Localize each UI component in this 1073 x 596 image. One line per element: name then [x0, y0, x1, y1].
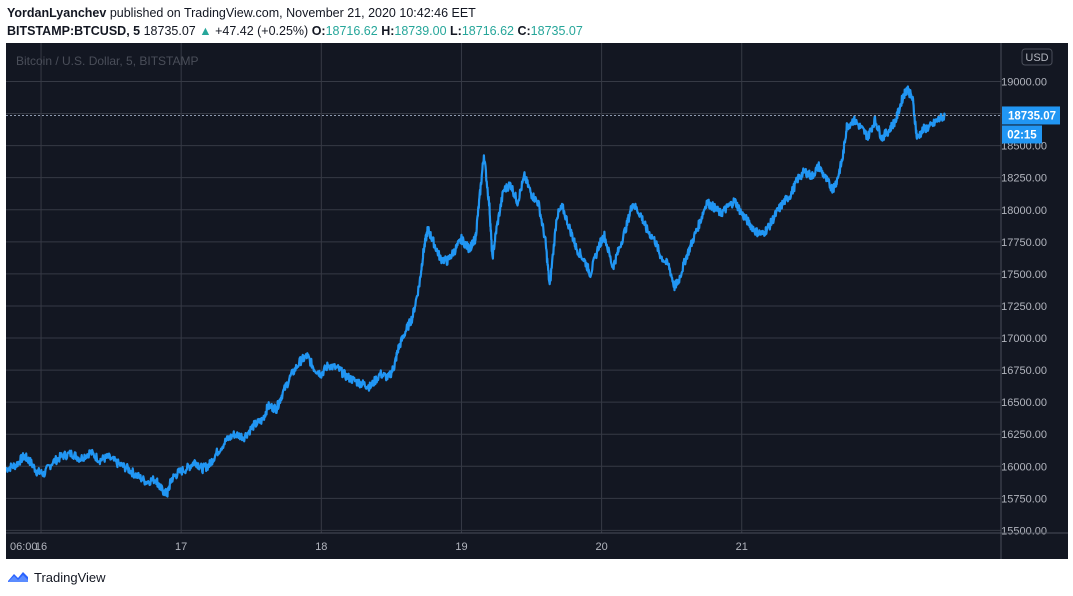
y-tick-label: 17250.00 — [1001, 301, 1047, 313]
y-tick-label: 17000.00 — [1001, 333, 1047, 345]
close-value: 18735.07 — [530, 24, 583, 38]
currency-label: USD — [1025, 52, 1048, 64]
grid-layer — [6, 43, 1001, 533]
last-price-tag-bg — [1002, 106, 1060, 125]
price-change: +47.42 (+0.25%) — [215, 24, 309, 38]
x-tick-label: 18 — [315, 541, 327, 553]
countdown-tag-bg — [1002, 125, 1042, 144]
y-tick-label: 16250.00 — [1001, 429, 1047, 441]
close-label: C: — [517, 24, 531, 38]
y-tick-label: 18000.00 — [1001, 205, 1047, 217]
y-tick-label: 19000.00 — [1001, 76, 1047, 88]
footer-brand[interactable]: TradingView — [7, 566, 106, 588]
y-tick-label: 16750.00 — [1001, 365, 1047, 377]
x-tick-label: 17 — [175, 541, 187, 553]
high-value: 18739.00 — [394, 24, 447, 38]
low-label: L: — [450, 24, 462, 38]
footer-brand-label: TradingView — [34, 569, 106, 585]
last-price-tag: 18735.07 02:15 — [1002, 106, 1060, 144]
chart-header: YordanLyanchev published on TradingView.… — [7, 4, 1067, 40]
open-value: 18716.62 — [325, 24, 378, 38]
tradingview-logo-icon — [8, 572, 28, 582]
countdown-label: 02:15 — [1007, 129, 1037, 141]
y-tick-label: 16000.00 — [1001, 461, 1047, 473]
y-tick-label: 16500.00 — [1001, 397, 1047, 409]
symbol-label: BITSTAMP:BTCUSD, 5 — [7, 24, 141, 38]
price-series-line — [6, 85, 946, 498]
chart-title-watermark: Bitcoin / U.S. Dollar, 5, BITSTAMP — [16, 54, 199, 68]
chart-canvas[interactable]: Bitcoin / U.S. Dollar, 5, BITSTAMP 15500… — [6, 43, 1068, 559]
publish-info: YordanLyanchev published on TradingView.… — [7, 6, 476, 20]
y-tick-label: 15750.00 — [1001, 493, 1047, 505]
last-price-tag-label: 18735.07 — [1008, 110, 1056, 122]
x-tick-label: 16 — [35, 541, 47, 553]
price-chart[interactable]: Bitcoin / U.S. Dollar, 5, BITSTAMP 15500… — [6, 43, 1068, 559]
last-price: 18735.07 — [143, 24, 196, 38]
low-value: 18716.62 — [461, 24, 514, 38]
x-tick-label: 20 — [595, 541, 607, 553]
y-tick-label: 18250.00 — [1001, 173, 1047, 185]
x-tick-label: 06:00 — [10, 541, 38, 553]
high-label: H: — [381, 24, 395, 38]
y-tick-label: 17500.00 — [1001, 269, 1047, 281]
x-tick-label: 19 — [455, 541, 467, 553]
up-arrow-icon: ▲ — [199, 24, 212, 38]
y-tick-label: 18500.00 — [1001, 141, 1047, 153]
author-name[interactable]: YordanLyanchev — [7, 6, 107, 20]
series-layer — [6, 85, 946, 498]
quote-line: BITSTAMP:BTCUSD, 5 18735.07 ▲ +47.42 (+0… — [7, 24, 583, 38]
axis-layer: 15500.00 15750.00 16000.00 16250.00 16500.00… — [6, 43, 1068, 559]
y-tick-label: 17750.00 — [1001, 237, 1047, 249]
currency-badge[interactable]: USD — [1021, 48, 1053, 66]
x-tick-label: 21 — [736, 541, 748, 553]
y-tick-label: 15500.00 — [1001, 525, 1047, 537]
published-text: published on TradingView.com, November 2… — [109, 6, 476, 20]
open-label: O: — [311, 24, 326, 38]
